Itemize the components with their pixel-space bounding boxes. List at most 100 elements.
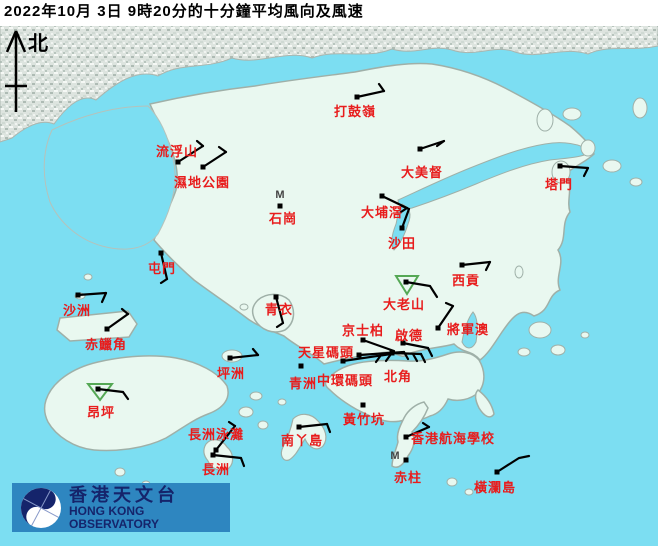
station-dot [158, 250, 164, 256]
station-hk-sea-school: 香港航海學校 [403, 421, 494, 446]
station-label: 天星碼頭 [298, 345, 354, 360]
station-sai-kung: 西貢 [452, 260, 492, 288]
station-label: 長洲泳灘 [188, 427, 244, 442]
lantau-island [43, 355, 229, 452]
wind-barb [421, 421, 431, 429]
station-dot [200, 164, 206, 170]
station-dot [227, 355, 233, 361]
station-peng-chau: 坪洲 [217, 347, 260, 381]
wind-barb [355, 89, 386, 99]
station-wetland-park: 濕地公園 [174, 145, 230, 190]
wind-barb [121, 390, 130, 401]
daguilar-peninsula [474, 389, 495, 418]
station-dot [277, 203, 283, 209]
wind-barb [297, 422, 329, 429]
station-tsing-yi: 青衣 [265, 294, 293, 329]
wind-barb [558, 164, 590, 170]
junk-bay-inlet [461, 311, 478, 349]
wind-barb [214, 424, 237, 452]
hko-logo-english: HONG KONG OBSERVATORY [69, 503, 160, 531]
wind-barb [195, 139, 205, 148]
station-green-island: 青洲 [289, 363, 316, 391]
wind-barb [228, 353, 260, 360]
station-stanley: M 赤柱 [390, 450, 421, 485]
wind-barb [418, 139, 446, 151]
triangle-marker-icon [86, 383, 114, 402]
station-dot [379, 193, 385, 199]
wind-barb [404, 425, 431, 439]
station-label: 西貢 [452, 273, 480, 288]
wind-barb [105, 312, 130, 331]
wind-barb [377, 82, 386, 93]
station-wong-chuk-hang: 黃竹坑 [342, 402, 385, 427]
station-shek-kong: M 石崗 [268, 189, 297, 226]
station-label: 南丫島 [281, 433, 323, 448]
station-dot [95, 386, 101, 392]
station-ngong-ping: 昂坪 [86, 383, 130, 420]
wind-barb [100, 291, 108, 304]
wind-barb [325, 422, 332, 434]
station-label: 京士柏 [342, 323, 384, 338]
tolo-harbour [397, 142, 593, 209]
hko-logo: 香港天文台 HONG KONG OBSERVATORY [12, 483, 230, 532]
station-label: 打鼓嶺 [334, 104, 376, 119]
wind-barb [176, 144, 205, 164]
station-label: 昂坪 [87, 405, 115, 420]
wind-barb [436, 304, 455, 330]
station-dot [104, 326, 110, 332]
page-title: 2022年10月 3日 9時20分的十分鐘平均風向及風速 [0, 0, 658, 26]
station-label: 大埔滘 [361, 205, 403, 220]
station-dot [435, 325, 441, 331]
station-dot [403, 457, 409, 463]
station-dot [356, 352, 362, 358]
station-label: 大美督 [401, 165, 443, 180]
wind-barb [96, 387, 125, 394]
triangle-marker-icon [394, 275, 420, 296]
deep-bay [43, 105, 176, 250]
wind-barb [390, 351, 423, 356]
station-dot [360, 402, 366, 408]
station-label: 塔門 [545, 177, 573, 192]
wind-barb [411, 352, 419, 363]
station-label: 流浮山 [156, 144, 198, 159]
station-dot [399, 225, 405, 231]
station-tseung-kwan-o: 將軍澳 [435, 301, 488, 337]
station-dot [403, 434, 409, 440]
station-lamma-island: 南丫島 [281, 422, 332, 448]
wind-barb [76, 291, 108, 297]
station-lau-fau-shan: 流浮山 [156, 139, 205, 165]
station-label: 屯門 [148, 261, 176, 276]
station-label: 濕地公園 [174, 175, 230, 190]
wind-barb [484, 260, 492, 272]
station-label: 黃竹坑 [342, 412, 385, 427]
station-label: 沙洲 [63, 303, 91, 318]
station-dot [389, 350, 395, 356]
station-label: 北角 [384, 369, 412, 384]
new-territories-landmass [148, 62, 595, 365]
wind-barb [274, 295, 285, 325]
station-dot [417, 146, 423, 152]
station-label: 赤鱲角 [85, 337, 127, 352]
hko-logo-chinese: 香港天文台 [69, 484, 179, 505]
station-cheung-chau: 長洲 [202, 452, 246, 477]
wind-barb [426, 346, 434, 358]
station-dot [210, 452, 216, 458]
shenzhen-urban-area [0, 23, 658, 143]
station-dot [360, 337, 366, 343]
wind-barb [275, 321, 285, 329]
station-label: 石崗 [268, 211, 297, 226]
station-tates-cairn: 大老山 [383, 275, 439, 312]
airport-island [56, 310, 138, 342]
station-kai-tak: 啟德 [395, 328, 434, 358]
wind-barb [159, 251, 169, 281]
wind-barb [361, 338, 396, 353]
station-dot [340, 358, 346, 364]
wind-barb [120, 307, 130, 316]
wind-barb [400, 207, 411, 230]
wind-barb [444, 301, 455, 308]
station-dot [213, 447, 219, 453]
station-label: 青衣 [265, 302, 293, 317]
station-waglan-island: 橫瀾島 [474, 454, 531, 495]
